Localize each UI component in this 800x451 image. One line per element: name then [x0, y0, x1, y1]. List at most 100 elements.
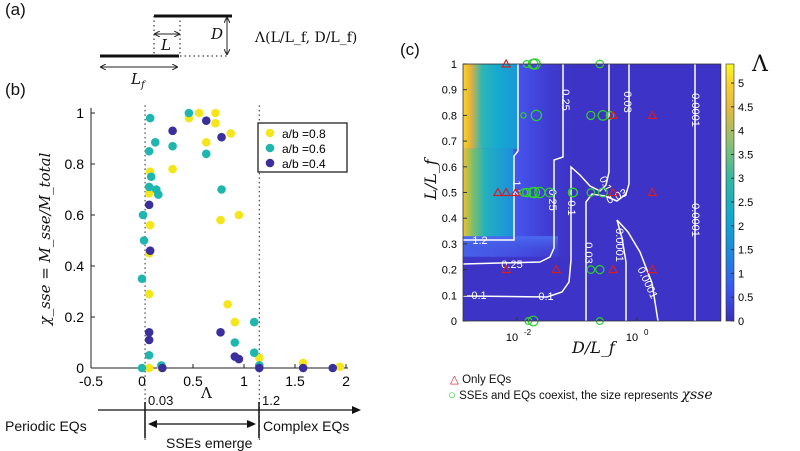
colorbar-tick-label: 3.5: [738, 149, 753, 161]
contour-label: 0.1: [538, 291, 553, 303]
y-tick-label: 0.5: [442, 188, 457, 200]
regime-periodic-eqs: Periodic EQs: [5, 418, 87, 434]
y-tick-label: 1: [451, 59, 457, 71]
heatmap-high-lambda-top: [463, 64, 518, 149]
y-tick-label: 0.8: [442, 110, 457, 122]
contour-1.2: [463, 64, 519, 241]
contour-label: 0.25: [546, 189, 558, 210]
scatter-point: [249, 348, 259, 357]
heatmap-frame: [462, 63, 722, 322]
only-eqs-marker: [647, 110, 658, 119]
scatter-point: [184, 108, 194, 118]
lambda-contour-map: 1.21.20.250.250.250.1 0.10.10.10.030.030.…: [442, 58, 753, 344]
x-tick-label: 0.5: [183, 373, 203, 389]
only-eqs-marker: [608, 187, 619, 197]
scatter-point: [234, 354, 244, 364]
x-tick-exponent: 0: [644, 328, 649, 337]
y-tick-label: 0.2: [65, 309, 85, 325]
contour-label: 0.25: [501, 259, 522, 271]
legend-only-eqs-label: Only EQs: [462, 374, 512, 386]
fault-length-subscript: f: [140, 80, 145, 91]
contour-label: 0.0001: [689, 203, 701, 237]
y-tick-label: 0.8: [65, 156, 85, 172]
y-tick-label: 0.4: [442, 213, 457, 225]
scatter-point: [137, 274, 147, 284]
scatter-point: [217, 185, 226, 194]
legend-only-eqs: △ Only EQs: [450, 372, 511, 386]
only-eqs-marker: [551, 264, 562, 274]
coexist-marker: [586, 188, 596, 197]
legend-label: a/b =0.8: [282, 127, 326, 141]
triangle-marker-icon: △: [450, 374, 459, 386]
scatter-point: [168, 126, 177, 136]
contour-label: 0.1: [565, 200, 577, 215]
contour-label: 1.2: [472, 235, 487, 247]
y-tick-label: 0.3: [442, 239, 457, 251]
overlap-label: L: [161, 36, 171, 54]
contour-0.03: [585, 64, 630, 321]
x-tick-label: 2: [342, 373, 350, 389]
x-tick-label: -0.5: [79, 373, 103, 389]
only-eqs-marker: [608, 110, 619, 119]
y-tick-label: 0.9: [442, 85, 457, 97]
scatter-point: [144, 363, 154, 373]
scatter-point: [201, 149, 211, 159]
only-eqs-marker: [492, 187, 503, 197]
fault-step-schematic: [100, 14, 232, 95]
colorbar-tick-label: 1.5: [738, 245, 753, 257]
only-eqs-marker: [501, 187, 512, 197]
legend-chi-symbol: χsse: [681, 387, 713, 403]
scatter-point: [144, 146, 154, 156]
coexist-marker: [528, 186, 541, 199]
scatter-point: [137, 363, 147, 373]
legend-label: a/b =0.4: [282, 157, 326, 171]
scatter-point: [230, 338, 240, 347]
colorbar: [725, 63, 735, 322]
only-eqs-marker: [501, 58, 512, 68]
heatmap-high-lambda-mid: [463, 148, 513, 237]
scatter-point: [144, 182, 154, 192]
contour-0.1: [462, 64, 610, 298]
y-tick-label: 0.7: [442, 136, 457, 148]
y-tick-label: 1: [76, 105, 84, 121]
only-eqs-marker: [647, 264, 658, 274]
coexist-marker: [605, 111, 615, 120]
scatter-ylabel: χ_sse = M_sse/M_total: [36, 152, 54, 326]
contour-0.0001-curve: [616, 219, 659, 322]
scatter-point: [217, 132, 226, 142]
lambda-formula: Λ(L/L_f, D/L_f): [255, 30, 358, 46]
scatter-point: [145, 246, 155, 255]
y-tick-label: 0.6: [65, 207, 85, 223]
scatter-point: [144, 350, 154, 360]
legend-label: a/b =0.6: [282, 142, 326, 156]
y-tick-label: 0.1: [442, 290, 457, 302]
lambda-vs-chi-scatter: -0.5 0 0.5 1 1.5 200.20.40.60.81a/b =0.8a/b =…: [65, 105, 361, 440]
scatter-point: [335, 362, 345, 372]
y-tick-label: 0: [451, 316, 457, 328]
scatter-point: [216, 215, 225, 225]
circle-marker-icon: ○: [448, 387, 456, 402]
regime-complex-eqs: Complex EQs: [263, 418, 350, 434]
coexist-marker: [586, 110, 596, 121]
scatter-point: [138, 210, 148, 220]
scatter-point: [226, 129, 236, 138]
colorbar-tick-label: 4.5: [738, 102, 753, 114]
y-tick-label: 0.4: [65, 258, 85, 274]
legend-marker: [265, 143, 275, 153]
contour-label: 0.1: [471, 290, 486, 302]
x-tick-label: 0: [138, 373, 146, 389]
scatter-point: [201, 116, 211, 125]
step-distance-label: D: [211, 25, 224, 43]
scatter-point: [254, 363, 264, 373]
coexist-marker: [530, 109, 543, 122]
heatmap-ylabel: L/L_f: [420, 159, 440, 200]
scatter-point: [154, 190, 163, 199]
contour-0.25: [462, 64, 564, 265]
scatter-point: [211, 118, 220, 128]
scatter-point: [230, 317, 240, 327]
scatter-point: [223, 299, 232, 309]
sse-arrow-right-head: [247, 420, 256, 428]
sse-arrow-left-head: [148, 420, 157, 428]
scatter-point: [201, 138, 211, 147]
colorbar-tick-label: 1: [738, 268, 744, 280]
